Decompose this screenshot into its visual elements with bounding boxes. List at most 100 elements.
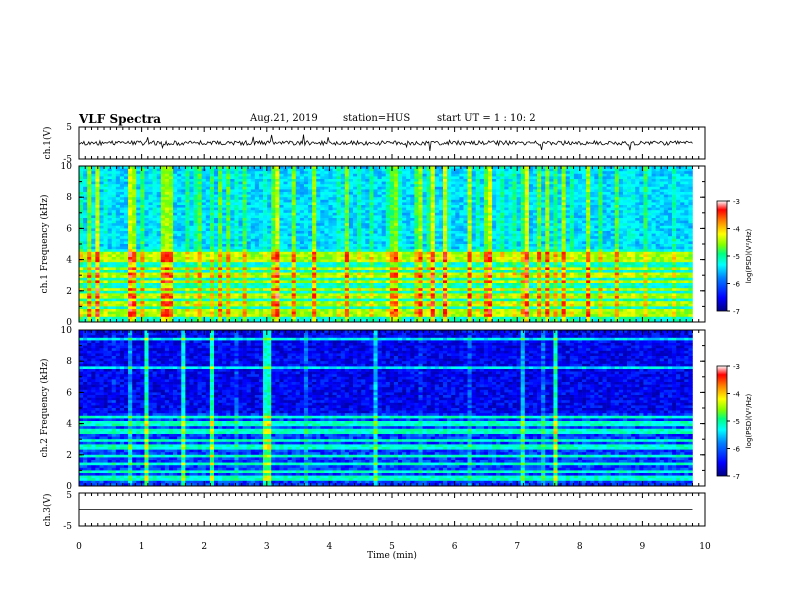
spectrogram-cell xyxy=(573,218,579,221)
spectrogram-cell xyxy=(545,181,550,185)
spectrogram-cell xyxy=(283,192,288,195)
spectrogram-cell xyxy=(377,199,382,203)
spectrogram-cell xyxy=(422,238,427,242)
spectrogram-cell xyxy=(156,173,162,177)
spectrogram-cell xyxy=(631,223,636,227)
spectrogram-cell xyxy=(340,192,346,195)
spectrogram-cell xyxy=(353,179,358,182)
spectrogram-cell xyxy=(504,202,509,206)
spectrogram-cell xyxy=(87,181,92,185)
spectrogram-cell xyxy=(91,210,96,214)
spectrogram-cell xyxy=(197,228,202,232)
spectrogram-cell xyxy=(512,236,517,240)
spectrogram-cell xyxy=(520,241,526,245)
spectrogram-cell xyxy=(181,241,186,245)
spectrogram-cell xyxy=(238,225,243,229)
spectrogram-cell xyxy=(332,241,337,245)
spectrogram-cell xyxy=(455,236,460,240)
spectrogram-cell xyxy=(79,189,84,193)
spectrogram-cell xyxy=(99,246,104,250)
spectrogram-cell xyxy=(635,215,640,219)
spectrogram-cell xyxy=(189,197,194,201)
spectrogram-cell xyxy=(676,212,681,216)
spectrogram-cell xyxy=(132,218,137,221)
spectrogram-cell xyxy=(348,192,354,195)
spectrogram-cell xyxy=(479,184,485,188)
spectrogram-cell xyxy=(622,205,628,208)
spectrogram-cell xyxy=(614,238,620,242)
spectrogram-cell xyxy=(222,181,227,185)
spectrogram-cell xyxy=(107,231,113,234)
spectrogram-cell xyxy=(381,205,387,208)
spectrogram-cell xyxy=(87,238,92,242)
spectrogram-cell xyxy=(426,166,432,169)
spectrogram-cell xyxy=(197,223,202,227)
spectrogram-cell xyxy=(312,233,317,237)
spectrogram-cell xyxy=(500,238,505,242)
spectrogram-cell xyxy=(181,225,186,229)
spectrogram-cell xyxy=(144,225,149,229)
spectrogram-cell xyxy=(340,166,346,169)
spectrogram-cell xyxy=(557,218,562,221)
spectrogram-cell xyxy=(582,218,587,221)
spectrogram-cell xyxy=(267,181,272,185)
spectrogram-cell xyxy=(565,249,571,253)
spectrogram-cell xyxy=(291,228,297,232)
spectrogram-cell xyxy=(659,202,665,206)
spectrogram-cell xyxy=(263,246,268,250)
spectrogram-cell xyxy=(582,189,587,193)
spectrogram-cell xyxy=(144,207,149,211)
spectrogram-cell xyxy=(443,231,448,234)
spectrogram-cell xyxy=(389,233,395,237)
spectrogram-cell xyxy=(520,238,526,242)
spectrogram-cell xyxy=(353,184,358,188)
spectrogram-cell xyxy=(635,173,640,177)
spectrogram-cell xyxy=(303,173,309,177)
spectrogram-cell xyxy=(594,225,599,229)
spectrogram-cell xyxy=(467,168,472,172)
spectrogram-cell xyxy=(451,189,456,193)
spectrogram-cell xyxy=(381,207,387,211)
spectrogram-cell xyxy=(680,171,685,175)
spectrogram-cell xyxy=(434,215,440,219)
spectrogram-cell xyxy=(312,173,317,177)
spectrogram-cell xyxy=(434,189,440,193)
spectrogram-cell xyxy=(647,210,652,214)
spectrogram-cell xyxy=(414,233,419,237)
spectrogram-cell xyxy=(365,168,370,172)
spectrogram-cell xyxy=(398,173,403,177)
spectrogram-cell xyxy=(344,186,350,190)
spectrogram-cell xyxy=(492,218,497,221)
spectrogram-cell xyxy=(500,231,505,234)
spectrogram-cell xyxy=(115,210,121,214)
spectrogram-cell xyxy=(451,238,456,242)
spectrogram-cell xyxy=(406,171,411,175)
spectrogram-cell xyxy=(336,241,342,245)
spectrogram-cell xyxy=(582,179,587,182)
spectrogram-cell xyxy=(598,228,603,232)
spectrogram-cell xyxy=(398,189,403,193)
spectrogram-cell xyxy=(177,181,182,185)
spectrogram-cell xyxy=(410,192,415,195)
spectrogram-cell xyxy=(234,249,239,253)
spectrogram-cell xyxy=(418,238,423,242)
spectrogram-cell xyxy=(500,225,505,229)
spectrogram-cell xyxy=(459,176,464,180)
spectrogram-cell xyxy=(209,202,215,206)
spectrogram-cell xyxy=(422,249,427,253)
spectrogram-cell xyxy=(680,223,685,227)
spectrogram-cell xyxy=(164,194,170,198)
spectrogram-cell xyxy=(443,212,448,216)
spectrogram-cell xyxy=(667,166,673,169)
spectrogram-cell xyxy=(479,233,485,237)
spectrogram-cell xyxy=(164,192,170,195)
spectrogram-cell xyxy=(434,249,440,253)
spectrogram-cell xyxy=(258,218,264,221)
spectrogram-cell xyxy=(418,246,423,250)
spectrogram-cell xyxy=(467,236,472,240)
spectrogram-cell xyxy=(344,192,350,195)
spectrogram-cell xyxy=(291,202,297,206)
spectrogram-cell xyxy=(602,231,607,234)
spectrogram-cell xyxy=(193,176,198,180)
spectrogram-cell xyxy=(308,228,313,232)
